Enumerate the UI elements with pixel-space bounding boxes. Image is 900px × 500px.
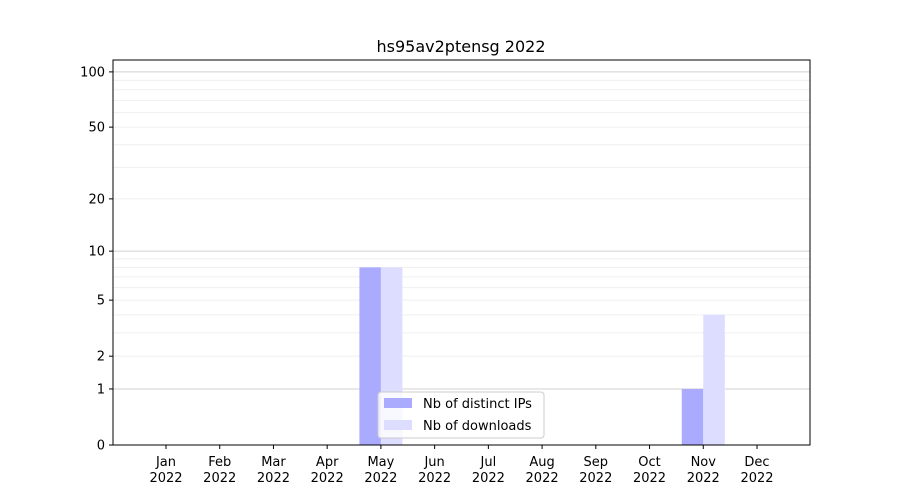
x-tick-label: Dec 2022 [740,455,773,486]
x-tick-label: Jul 2022 [472,455,505,486]
y-tick-label: 0 [97,439,105,454]
legend-label-ips: Nb of distinct IPs [423,397,532,412]
x-tick-label: Jun 2022 [418,455,451,486]
x-tick-label: Nov 2022 [687,455,720,486]
x-axis: Jan 2022 Feb 2022 Mar 2022 Apr 2022 May 2022 Jun 20… [149,445,774,486]
legend-label-downloads: Nb of downloads [423,419,532,434]
bar-distinct-ips [359,267,381,445]
legend-swatch-ips [384,398,412,408]
x-tick-label: Apr 2022 [311,455,344,486]
y-tick-label: 1 [97,382,105,397]
y-axis: 0 1 2 5 10 20 50 100 [80,65,113,454]
y-tick-label: 50 [88,121,105,136]
y-tick-label: 20 [88,192,105,207]
x-tick-label: May 2022 [364,455,397,486]
plot-frame [112,59,811,446]
y-tick-label: 100 [80,65,105,80]
x-tick-label: Jan 2022 [149,455,182,486]
grid [113,71,810,390]
x-tick-label: Aug 2022 [526,455,559,486]
x-tick-label: Oct 2022 [633,455,666,486]
chart-title: hs95av2ptensg 2022 [377,37,546,56]
y-tick-label: 5 [97,294,105,309]
bar-downloads [703,314,725,445]
bar-distinct-ips [681,388,704,445]
y-tick-label: 10 [88,245,105,260]
y-tick-label: 2 [97,350,105,365]
legend-swatch-downloads [384,420,412,430]
x-tick-label: Mar 2022 [257,455,290,486]
legend: Nb of distinct IPs Nb of downloads [377,391,545,439]
x-tick-label: Sep 2022 [579,455,612,486]
x-tick-label: Feb 2022 [203,455,236,486]
